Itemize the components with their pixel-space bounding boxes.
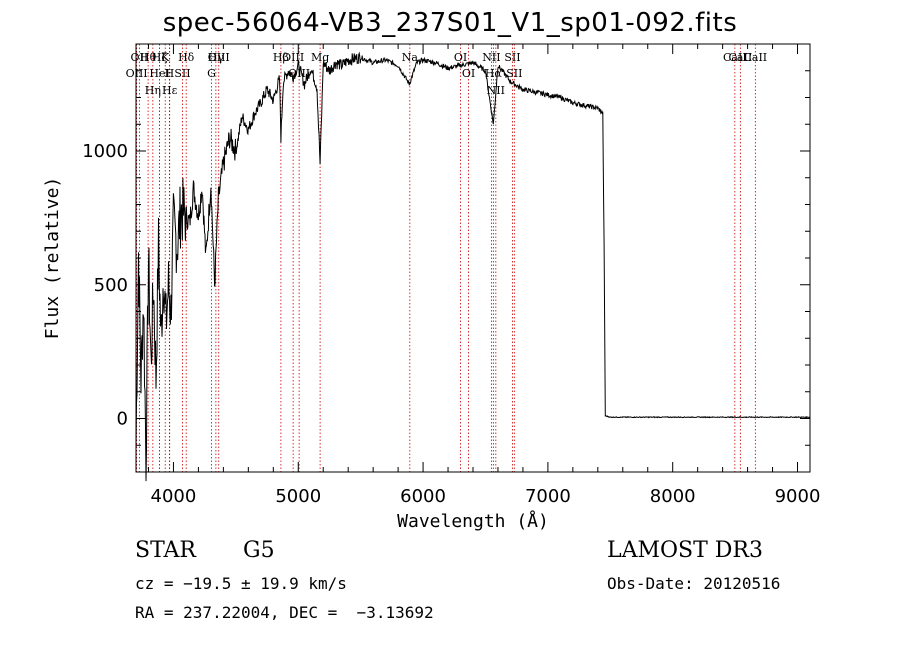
line-label: G (207, 67, 216, 80)
line-label: CaII (729, 51, 753, 64)
line-label: Hγ (208, 51, 225, 64)
x-tick-label: 5000 (275, 486, 321, 507)
survey-label: LAMOST DR3 (607, 538, 763, 563)
y-axis-label: Flux (relative) (42, 177, 63, 340)
line-label: CaII (743, 51, 767, 64)
line-label: CaII (723, 51, 747, 64)
line-label: OIII (282, 51, 304, 64)
x-axis-label: Wavelength (Å) (397, 510, 549, 532)
spectrum-line (135, 51, 811, 482)
y-tick-label: 0 (117, 409, 128, 430)
x-tick-label: 8000 (650, 486, 696, 507)
x-tick-label: 9000 (775, 486, 821, 507)
line-label: Hθ (140, 51, 157, 64)
y-tick-label: 500 (94, 275, 128, 296)
redshift-text: cz = −19.5 ± 19.9 km/s (135, 574, 347, 593)
y-tick-label: 1000 (82, 141, 128, 162)
line-label: OI (462, 67, 475, 80)
line-label: OIII (126, 67, 148, 80)
line-label: Mg (311, 51, 329, 64)
line-label: Hβ (273, 51, 289, 64)
line-label: NII (482, 51, 500, 64)
line-label: OIII (208, 51, 230, 64)
obs-date: Obs-Date: 20120516 (607, 574, 781, 593)
line-label: H (165, 67, 175, 80)
x-tick-label: 6000 (400, 486, 446, 507)
line-label: Hδ (178, 51, 195, 64)
line-label: SII (174, 67, 190, 80)
line-label: HeI (149, 67, 169, 80)
object-subclass: G5 (243, 538, 275, 563)
line-label: K (161, 51, 170, 64)
line-label: Hη (145, 84, 161, 97)
chart-title: spec-56064-VB3_237S01_V1_sp01-092.fits (162, 8, 738, 38)
plot-frame (135, 43, 811, 473)
line-label: Na (402, 51, 419, 64)
x-tick-label: 7000 (525, 486, 571, 507)
line-label: OII (131, 51, 149, 64)
object-class: STAR (135, 538, 196, 563)
line-label: Hε (162, 84, 178, 97)
line-label: OI (454, 51, 467, 64)
coordinates-text: RA = 237.22004, DEC = −3.13692 (135, 603, 434, 622)
line-label: SII (506, 67, 522, 80)
x-tick-label: 4000 (151, 486, 197, 507)
line-label: SII (504, 51, 520, 64)
line-label: Hζ (152, 51, 168, 64)
